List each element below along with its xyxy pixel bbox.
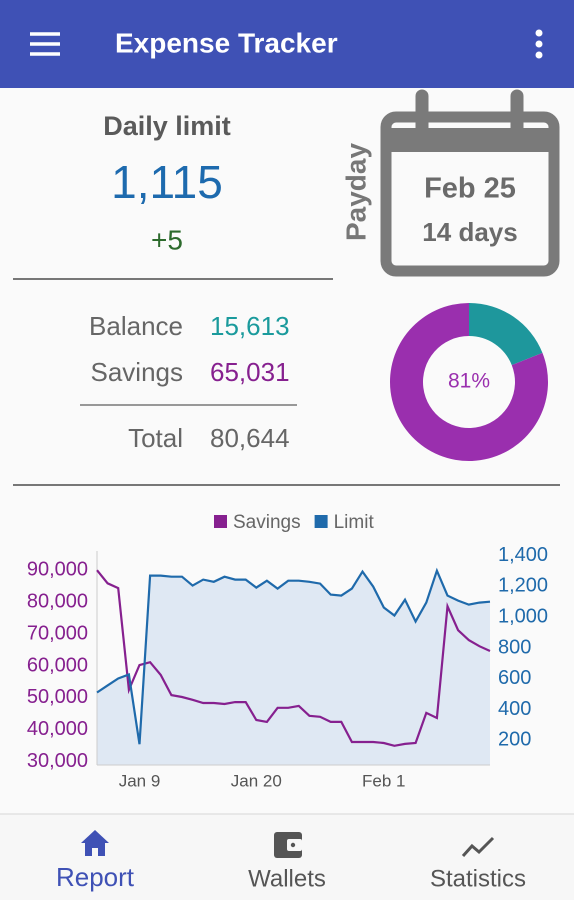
y2-tick-label: 600 (498, 667, 531, 689)
nav-label: Wallets (248, 865, 326, 892)
daily-limit-change: +5 (151, 224, 183, 255)
y-tick-label: 50,000 (27, 686, 88, 708)
savings-label: Savings (91, 357, 184, 387)
line (96, 569, 491, 747)
y-tick-label: 70,000 (27, 622, 88, 644)
app-bar (0, 0, 574, 88)
y2-tick-label: 800 (498, 636, 531, 658)
nav-wallets[interactable]: Wallets (248, 832, 326, 892)
nav-statistics[interactable]: Statistics (430, 836, 526, 892)
balance-label: Balance (89, 311, 183, 341)
daily-limit-label: Daily limit (103, 111, 231, 141)
y-tick-label: 60,000 (27, 654, 88, 676)
x-tick-label: Jan 9 (119, 771, 161, 790)
area (97, 570, 490, 765)
balance-value: 15,613 (210, 311, 290, 341)
legend-swatch (314, 515, 328, 528)
menu-button[interactable] (30, 32, 60, 56)
nav-report[interactable]: Report (56, 830, 135, 892)
charts: 81% 30,000 40,000 50,000 60,000 70,000 80,000 9… (27, 302, 548, 790)
nav-label: Report (56, 862, 135, 892)
donut-segment (390, 302, 548, 461)
x-tick-label: Feb 1 (362, 771, 405, 790)
calendar-icon (380, 89, 560, 277)
savings-value: 65,031 (210, 357, 290, 387)
donut-label: 81% (448, 370, 490, 393)
y-tick-label: 90,000 (27, 558, 88, 580)
trend-icon (461, 836, 495, 858)
overflow-menu[interactable] (535, 29, 543, 59)
y-tick-label: 40,000 (27, 718, 88, 740)
total-label: Total (128, 423, 183, 453)
legend-label: Limit (334, 512, 375, 533)
y2-tick-label: 400 (498, 698, 531, 720)
payday-label: Payday (340, 143, 371, 241)
daily-limit-value: 1,115 (111, 156, 223, 208)
nav-label: Statistics (430, 865, 526, 892)
home-icon (81, 830, 109, 856)
y-tick-label: 80,000 (27, 590, 88, 612)
y2-tick-label: 1,000 (498, 605, 548, 627)
legend-label: Savings (233, 512, 301, 533)
y2-tick-label: 1,400 (498, 544, 548, 566)
legend-swatch (214, 515, 227, 528)
total-value: 80,644 (210, 423, 290, 453)
app-title: Expense Tracker (115, 27, 338, 58)
y2-tick-label: 1,200 (498, 575, 548, 597)
y-tick-label: 30,000 (27, 750, 88, 772)
payday-days: 14 days (422, 217, 517, 247)
payday-date: Feb 25 (424, 173, 516, 205)
x-tick-label: Jan 20 (231, 771, 282, 790)
y2-tick-label: 200 (498, 729, 531, 751)
line (96, 567, 491, 745)
donut-segment (469, 303, 543, 366)
wallet-icon-dot (290, 842, 296, 848)
